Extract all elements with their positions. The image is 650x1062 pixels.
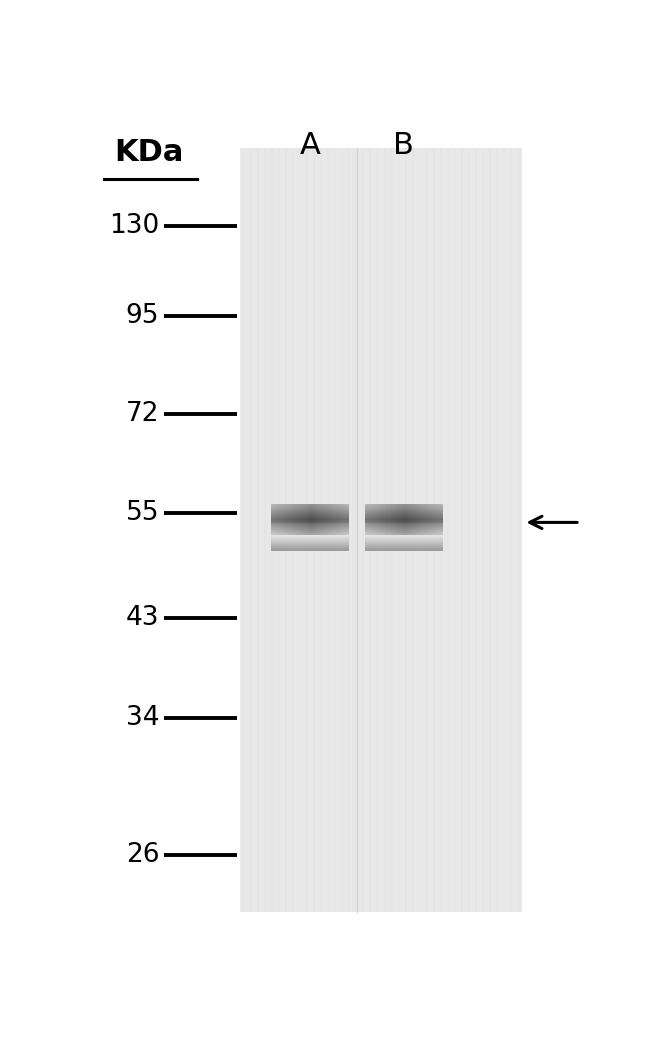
Text: 72: 72 — [126, 400, 159, 427]
Text: B: B — [393, 131, 414, 160]
Text: A: A — [300, 131, 321, 160]
Text: 43: 43 — [126, 605, 159, 631]
Text: 26: 26 — [126, 842, 159, 869]
Bar — [240, 148, 522, 912]
Text: 130: 130 — [109, 212, 159, 239]
Text: 34: 34 — [126, 705, 159, 731]
Text: KDa: KDa — [114, 138, 184, 167]
Text: 95: 95 — [126, 303, 159, 328]
Text: 55: 55 — [126, 500, 159, 527]
